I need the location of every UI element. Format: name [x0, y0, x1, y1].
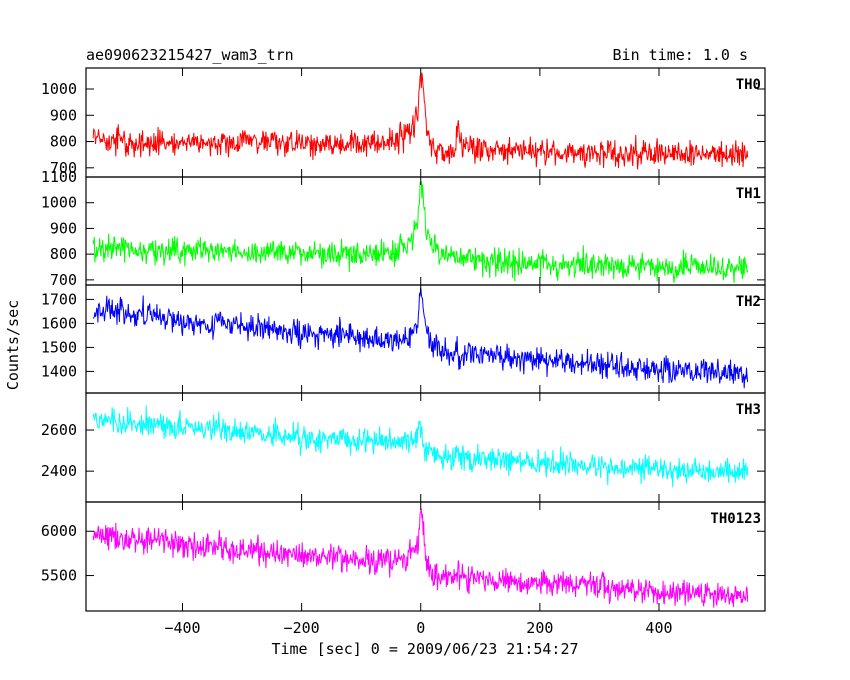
x-tick-label: 200 [526, 619, 553, 637]
x-tick-label: −400 [164, 619, 200, 637]
y-tick-label: 6000 [41, 522, 77, 540]
series-line-th0123 [92, 508, 749, 608]
y-tick-label: 800 [50, 133, 77, 151]
bin-time-label: Bin time: 1.0 s [613, 46, 748, 64]
y-tick-label: 900 [50, 219, 77, 237]
y-tick-label: 2600 [41, 421, 77, 439]
y-tick-label: 5500 [41, 567, 77, 585]
series-line-th2 [93, 287, 749, 389]
y-axis-label: Counts/sec [4, 300, 22, 390]
panel-label-th1: TH1 [736, 186, 761, 202]
x-tick-label: 400 [645, 619, 672, 637]
panel-label-th3: TH3 [736, 402, 761, 418]
y-tick-label: 800 [50, 245, 77, 263]
panel-label-th0: TH0 [736, 77, 761, 93]
y-tick-label: 1600 [41, 314, 77, 332]
y-tick-label: 1700 [41, 290, 77, 308]
y-tick-label: 700 [50, 159, 77, 177]
panel-frame-th0123 [85, 501, 766, 612]
x-tick-label: −200 [284, 619, 320, 637]
panel-frame-th0 [85, 67, 766, 178]
y-tick-label: 700 [50, 271, 77, 289]
y-tick-label: 1100 [41, 168, 77, 186]
y-tick-label: 1500 [41, 338, 77, 356]
y-tick-label: 2400 [41, 462, 77, 480]
series-line-th3 [92, 405, 749, 488]
x-axis-label: Time [sec] 0 = 2009/06/23 21:54:27 [271, 640, 578, 658]
panels-group: TH0 700 800 900 1000 TH1 700 800 900 1000 1100 TH2 1… [41, 67, 766, 637]
panel-label-th0123: TH0123 [710, 511, 761, 527]
series-line-th1 [92, 180, 749, 283]
y-tick-label: 1000 [41, 80, 77, 98]
y-tick-label: 900 [50, 106, 77, 124]
chart-title: ae090623215427_wam3_trn [86, 46, 294, 64]
panel-label-th2: TH2 [736, 294, 761, 310]
y-tick-label: 1400 [41, 362, 77, 380]
x-tick-label: 0 [416, 619, 425, 637]
y-tick-label: 1000 [41, 194, 77, 212]
series-line-th0 [92, 72, 749, 170]
